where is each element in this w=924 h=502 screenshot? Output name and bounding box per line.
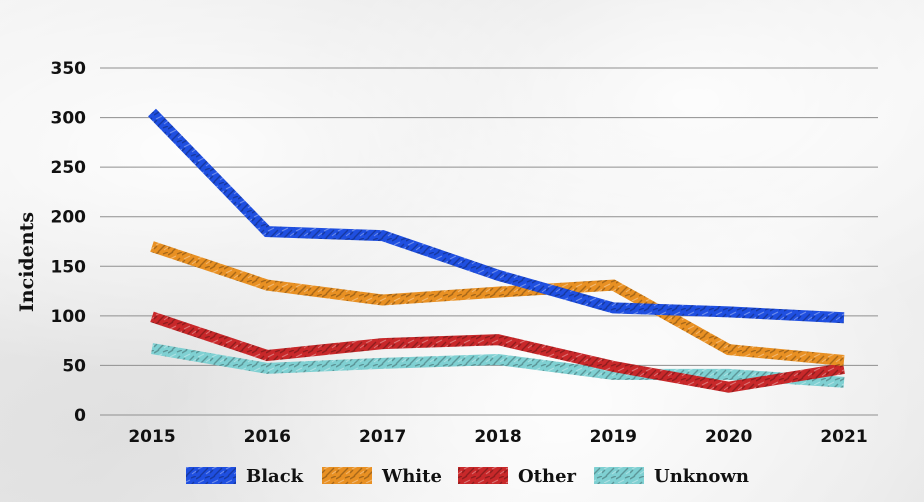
series-line-texture-black [148, 108, 845, 324]
y-tick-label: 100 [51, 307, 87, 327]
legend-item-other: Other [458, 466, 577, 487]
y-tick-labels: 0 50 100 150 200 250 300 350 [51, 59, 87, 426]
legend-swatch-texture-white [322, 467, 372, 484]
x-tick-label: 2017 [359, 427, 406, 447]
legend-label-unknown: Unknown [654, 466, 749, 487]
series-black [148, 108, 845, 324]
legend-item-white: White [322, 466, 442, 487]
y-tick-label: 300 [51, 109, 87, 129]
x-tick-label: 2020 [705, 427, 752, 447]
y-tick-label: 350 [51, 59, 87, 79]
y-tick-label: 150 [51, 257, 87, 277]
series-line-texture-unknown [151, 343, 845, 388]
y-tick-label: 50 [62, 356, 86, 376]
series-line-texture-white [150, 241, 845, 366]
legend-item-unknown: Unknown [594, 466, 749, 487]
series-white [150, 241, 845, 366]
y-tick-label: 200 [51, 208, 87, 228]
series-unknown [151, 343, 845, 388]
legend-label-other: Other [518, 466, 577, 487]
legend: Black White Other Unknown [186, 466, 749, 487]
legend-label-white: White [381, 466, 442, 487]
legend-item-black: Black [186, 466, 304, 487]
x-tick-label: 2015 [128, 427, 175, 447]
x-tick-labels: 2015 2016 2017 2018 2019 2020 2021 [128, 427, 867, 447]
legend-swatch-texture-black [186, 467, 236, 484]
series-other [150, 311, 845, 393]
legend-swatch-texture-other [458, 467, 508, 484]
x-tick-label: 2021 [820, 427, 867, 447]
x-tick-label: 2018 [474, 427, 521, 447]
x-tick-label: 2016 [244, 427, 291, 447]
series-lines [148, 108, 845, 393]
legend-swatch-texture-unknown [594, 467, 644, 484]
x-tick-label: 2019 [590, 427, 637, 447]
y-axis-title: Incidents [16, 212, 38, 312]
y-tick-label: 0 [74, 406, 86, 426]
y-tick-label: 250 [51, 158, 87, 178]
legend-label-black: Black [246, 466, 304, 487]
series-line-texture-other [150, 311, 845, 393]
